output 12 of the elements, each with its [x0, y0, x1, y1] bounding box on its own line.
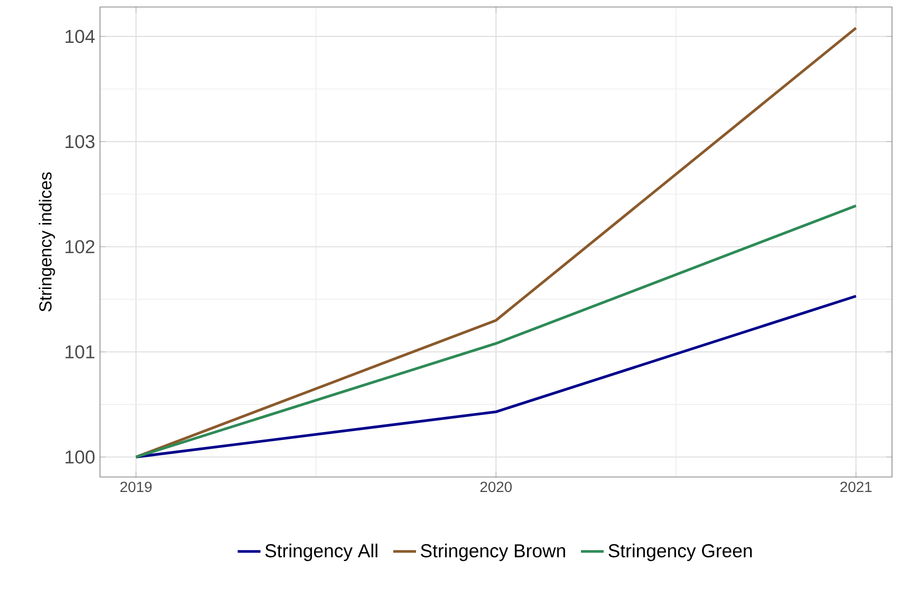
legend-label: Stringency Green [608, 544, 752, 562]
x-tick-label: 2021 [840, 482, 872, 492]
y-tick-label: 101 [66, 345, 94, 358]
y-tick-label: 102 [66, 240, 94, 254]
y-axis-title: Stringency indices [38, 172, 55, 312]
x-tick-label: 2020 [480, 482, 512, 492]
legend-label: Stringency Brown [420, 544, 566, 562]
y-tick-label: 103 [66, 134, 94, 148]
legend-label: Stringency All [265, 544, 378, 562]
x-tick-label: 2019 [120, 482, 152, 492]
y-tick-label: 104 [66, 30, 95, 44]
y-tick-label: 100 [66, 450, 95, 464]
